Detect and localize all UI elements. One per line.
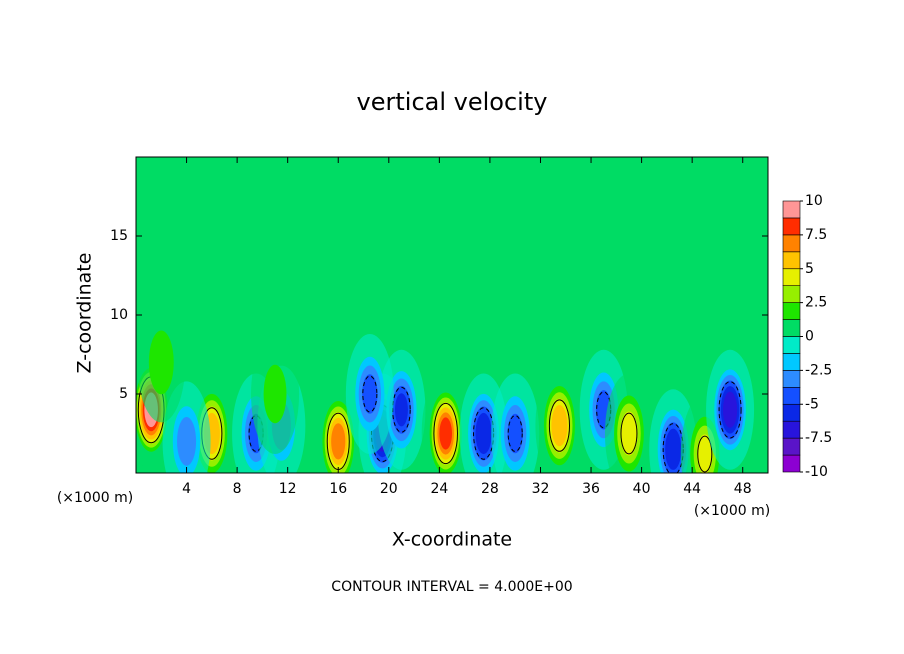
- field-blob: [362, 374, 378, 414]
- x-tick-label: 4: [182, 481, 191, 497]
- colorbar-swatch: [782, 319, 801, 337]
- x-unit-label: (×1000 m): [57, 490, 133, 506]
- colorbar-swatch: [782, 251, 801, 270]
- field-blob: [697, 434, 713, 473]
- colorbar-swatch: [782, 420, 801, 439]
- x-tick-label: 28: [481, 481, 499, 497]
- x-tick-label: 48: [734, 481, 752, 497]
- chart-title: vertical velocity: [357, 88, 548, 116]
- x-tick-label: 24: [430, 481, 448, 497]
- colorbar-swatch: [782, 437, 801, 456]
- colorbar-swatch: [782, 285, 801, 303]
- colorbar-swatch: [782, 336, 801, 354]
- x-tick-label: 12: [279, 481, 297, 497]
- x-tick-label: 44: [683, 481, 701, 497]
- field-blob: [394, 393, 408, 427]
- colorbar-swatch: [782, 302, 801, 320]
- contour-line: [718, 381, 742, 439]
- colorbar-tick-label: 10: [805, 193, 823, 209]
- y-tick-label: 10: [110, 307, 128, 323]
- contour-line: [433, 402, 458, 465]
- colorbar-tick-label: -7.5: [805, 430, 832, 446]
- colorbar-tick-label: 2.5: [805, 295, 827, 311]
- contour-line: [548, 399, 570, 452]
- field-blob: [665, 428, 682, 470]
- colorbar-tick-label: 5: [805, 261, 814, 277]
- y-tick-label: 5: [119, 386, 128, 402]
- colorbar-swatch: [782, 454, 801, 473]
- field-blob: [331, 423, 346, 460]
- field-blob: [620, 411, 638, 456]
- field-blob: [263, 364, 287, 424]
- field-blob: [507, 413, 523, 454]
- field-blob: [177, 417, 197, 466]
- x-tick-label: 20: [380, 481, 398, 497]
- x-tick-label: 8: [233, 481, 242, 497]
- colorbar-tick-label: 7.5: [805, 227, 827, 243]
- x-tick-label: 36: [582, 481, 600, 497]
- colorbar-swatch: [782, 370, 801, 388]
- x-tick-label: 16: [329, 481, 347, 497]
- colorbar-swatch: [782, 217, 801, 236]
- x-unit-label: (×1000 m): [694, 503, 770, 519]
- contour-line: [697, 435, 713, 473]
- field-blob: [439, 417, 453, 450]
- colorbar-swatch: [782, 387, 801, 405]
- field-blob: [148, 330, 174, 395]
- contour-line: [507, 415, 523, 452]
- field-blob: [475, 412, 492, 455]
- colorbar-swatch: [782, 353, 801, 371]
- colorbar-swatch: [782, 403, 801, 422]
- colorbar-tick-label: -10: [805, 464, 828, 480]
- y-tick-label: 15: [110, 228, 128, 244]
- field-blob: [722, 391, 738, 428]
- colorbar-tick-label: 0: [805, 329, 814, 345]
- colorbar-tick-label: -5: [805, 396, 819, 412]
- contour-line: [620, 412, 638, 455]
- colorbar-tick-label: -2.5: [805, 362, 832, 378]
- colorbar-swatch: [782, 200, 801, 219]
- x-axis-label: X-coordinate: [392, 529, 512, 551]
- footnote: CONTOUR INTERVAL = 4.000E+00: [331, 579, 572, 595]
- field-blob: [551, 404, 568, 447]
- contour-line: [362, 375, 378, 413]
- y-axis-label: Z-coordinate: [74, 253, 96, 374]
- x-tick-label: 40: [633, 481, 651, 497]
- colorbar-swatch: [782, 268, 801, 286]
- field: [136, 157, 768, 473]
- x-tick-label: 32: [532, 481, 550, 497]
- colorbar-swatch: [782, 234, 801, 253]
